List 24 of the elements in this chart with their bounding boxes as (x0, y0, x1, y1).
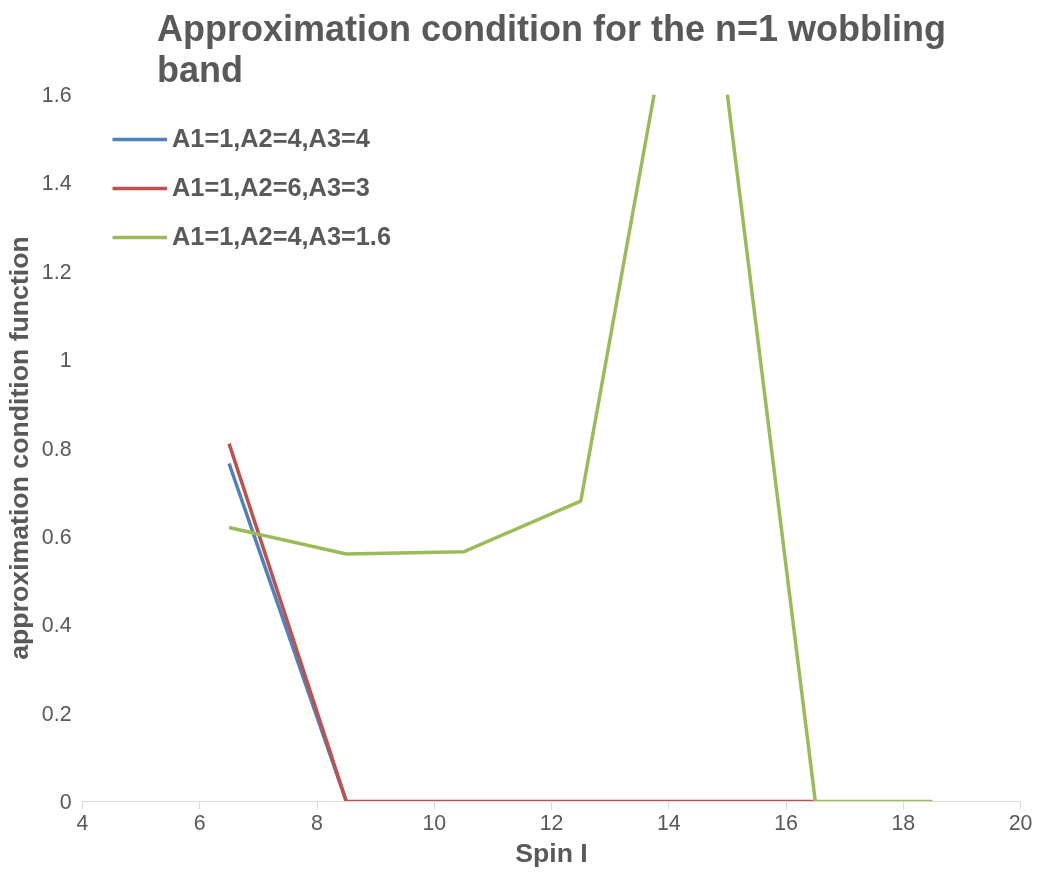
x-tick-label: 18 (891, 810, 916, 835)
x-tick-label: 8 (311, 810, 323, 835)
y-tick-label: 0.6 (41, 524, 72, 549)
x-tick-label: 6 (193, 810, 206, 835)
x-tick-label: 4 (76, 810, 89, 835)
y-tick-label: 0.8 (41, 436, 72, 461)
x-tick-label: 14 (656, 810, 681, 835)
y-tick-label: 1 (59, 348, 72, 373)
legend-label: A1=1,A2=4,A3=1.6 (172, 222, 391, 251)
x-axis-title: Spin I (515, 837, 588, 868)
y-tick-label: 0 (59, 790, 72, 814)
y-tick-label: 1.6 (41, 83, 72, 107)
x-tick-label: 16 (774, 810, 798, 835)
y-tick-label: 0.4 (41, 613, 72, 638)
legend-label: A1=1,A2=4,A3=4 (172, 124, 370, 153)
x-tick-label: 12 (539, 810, 564, 835)
y-tick-label: 1.2 (41, 259, 72, 284)
y-tick-label: 0.2 (41, 701, 72, 726)
y-tick-label: 1.4 (41, 171, 72, 196)
x-tick-label: 10 (422, 810, 447, 835)
y-axis-title: approximation condition function (3, 236, 34, 660)
chart-title: Approximation condition for the n=1 wobbling band (157, 7, 946, 90)
legend-label: A1=1,A2=6,A3=3 (172, 173, 370, 202)
x-tick-label: 20 (1008, 810, 1033, 835)
